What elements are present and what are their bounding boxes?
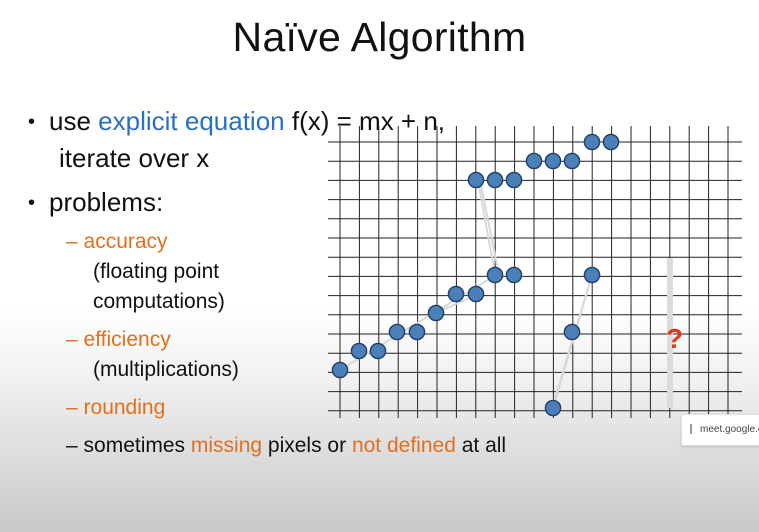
guide-line [574,274,593,334]
last-part2: pixels or [262,434,352,457]
url-pill[interactable]: meet.google.c [681,414,759,446]
slide-title: Naïve Algorithm [232,14,527,60]
pixel-dot [505,171,523,189]
bullet1-line2: iterate over x [59,143,210,173]
bullet-explicit-equation: • use explicit equation f(x) = mx + n, [28,106,445,137]
bullet1-rest: f(x) = mx + n, [284,106,446,136]
bullet1-highlight: explicit equation [98,106,285,136]
subitem-desc: computations) [93,290,225,313]
question-mark: ? [666,323,684,354]
dash-icon: – [66,328,78,351]
pixel-dot [583,266,601,284]
guide-line [477,179,496,276]
pixel-dot [427,304,445,322]
bullet-dot-icon: • [28,111,36,133]
subitem-desc: (floating point [93,260,220,283]
subitem-missing-pixels: – sometimes missing pixels or not define… [66,434,506,458]
last-notdefined: not defined [351,434,456,457]
guide-lines [339,179,673,409]
subitem-label: rounding [83,396,166,419]
dash-icon: – [66,396,78,419]
subitem-label: accuracy [83,230,168,253]
undefined-vertical-bar [667,258,673,408]
pixel-dot [525,152,543,170]
dash-icon: – [66,434,78,457]
pixel-dot [467,171,485,189]
pixel-dot [331,361,349,379]
pixel-dot [583,133,601,151]
pixel-dot [486,171,504,189]
bullet1-prefix: use [49,106,99,136]
subitem-rounding: – rounding [66,396,165,420]
bullet2-text: problems: [49,187,164,217]
pixel-dot [563,323,581,341]
pill-bar-icon [690,424,692,435]
dash-icon: – [66,230,78,253]
pixel-dots [331,133,620,417]
pixel-dot [486,266,504,284]
pixel-dot [602,133,620,151]
guide-line [479,179,499,271]
url-pill-text: meet.google.c [700,424,759,435]
last-part3: at all [455,434,507,457]
last-part1: sometimes [83,434,191,457]
pixel-dot [369,342,387,360]
last-missing: missing [190,434,263,457]
subitem-accuracy: – accuracy [66,230,168,254]
subitem-label: efficiency [83,328,171,351]
bullet-problems: • problems: [28,187,163,218]
bullet-dot-icon: • [28,192,36,214]
subitem-desc: (multiplications) [93,358,239,381]
pixel-dot [408,323,426,341]
guide-line [552,332,576,409]
grid-lines [328,126,742,418]
pixel-dot [388,323,406,341]
pixel-dot [544,399,562,417]
pixel-dot [350,342,368,360]
subitem-efficiency: – efficiency [66,328,171,352]
pixel-dot [544,152,562,170]
pixel-dot [563,152,581,170]
pixel-dot [505,266,523,284]
pixel-dot [447,285,465,303]
pixel-dot [467,285,485,303]
